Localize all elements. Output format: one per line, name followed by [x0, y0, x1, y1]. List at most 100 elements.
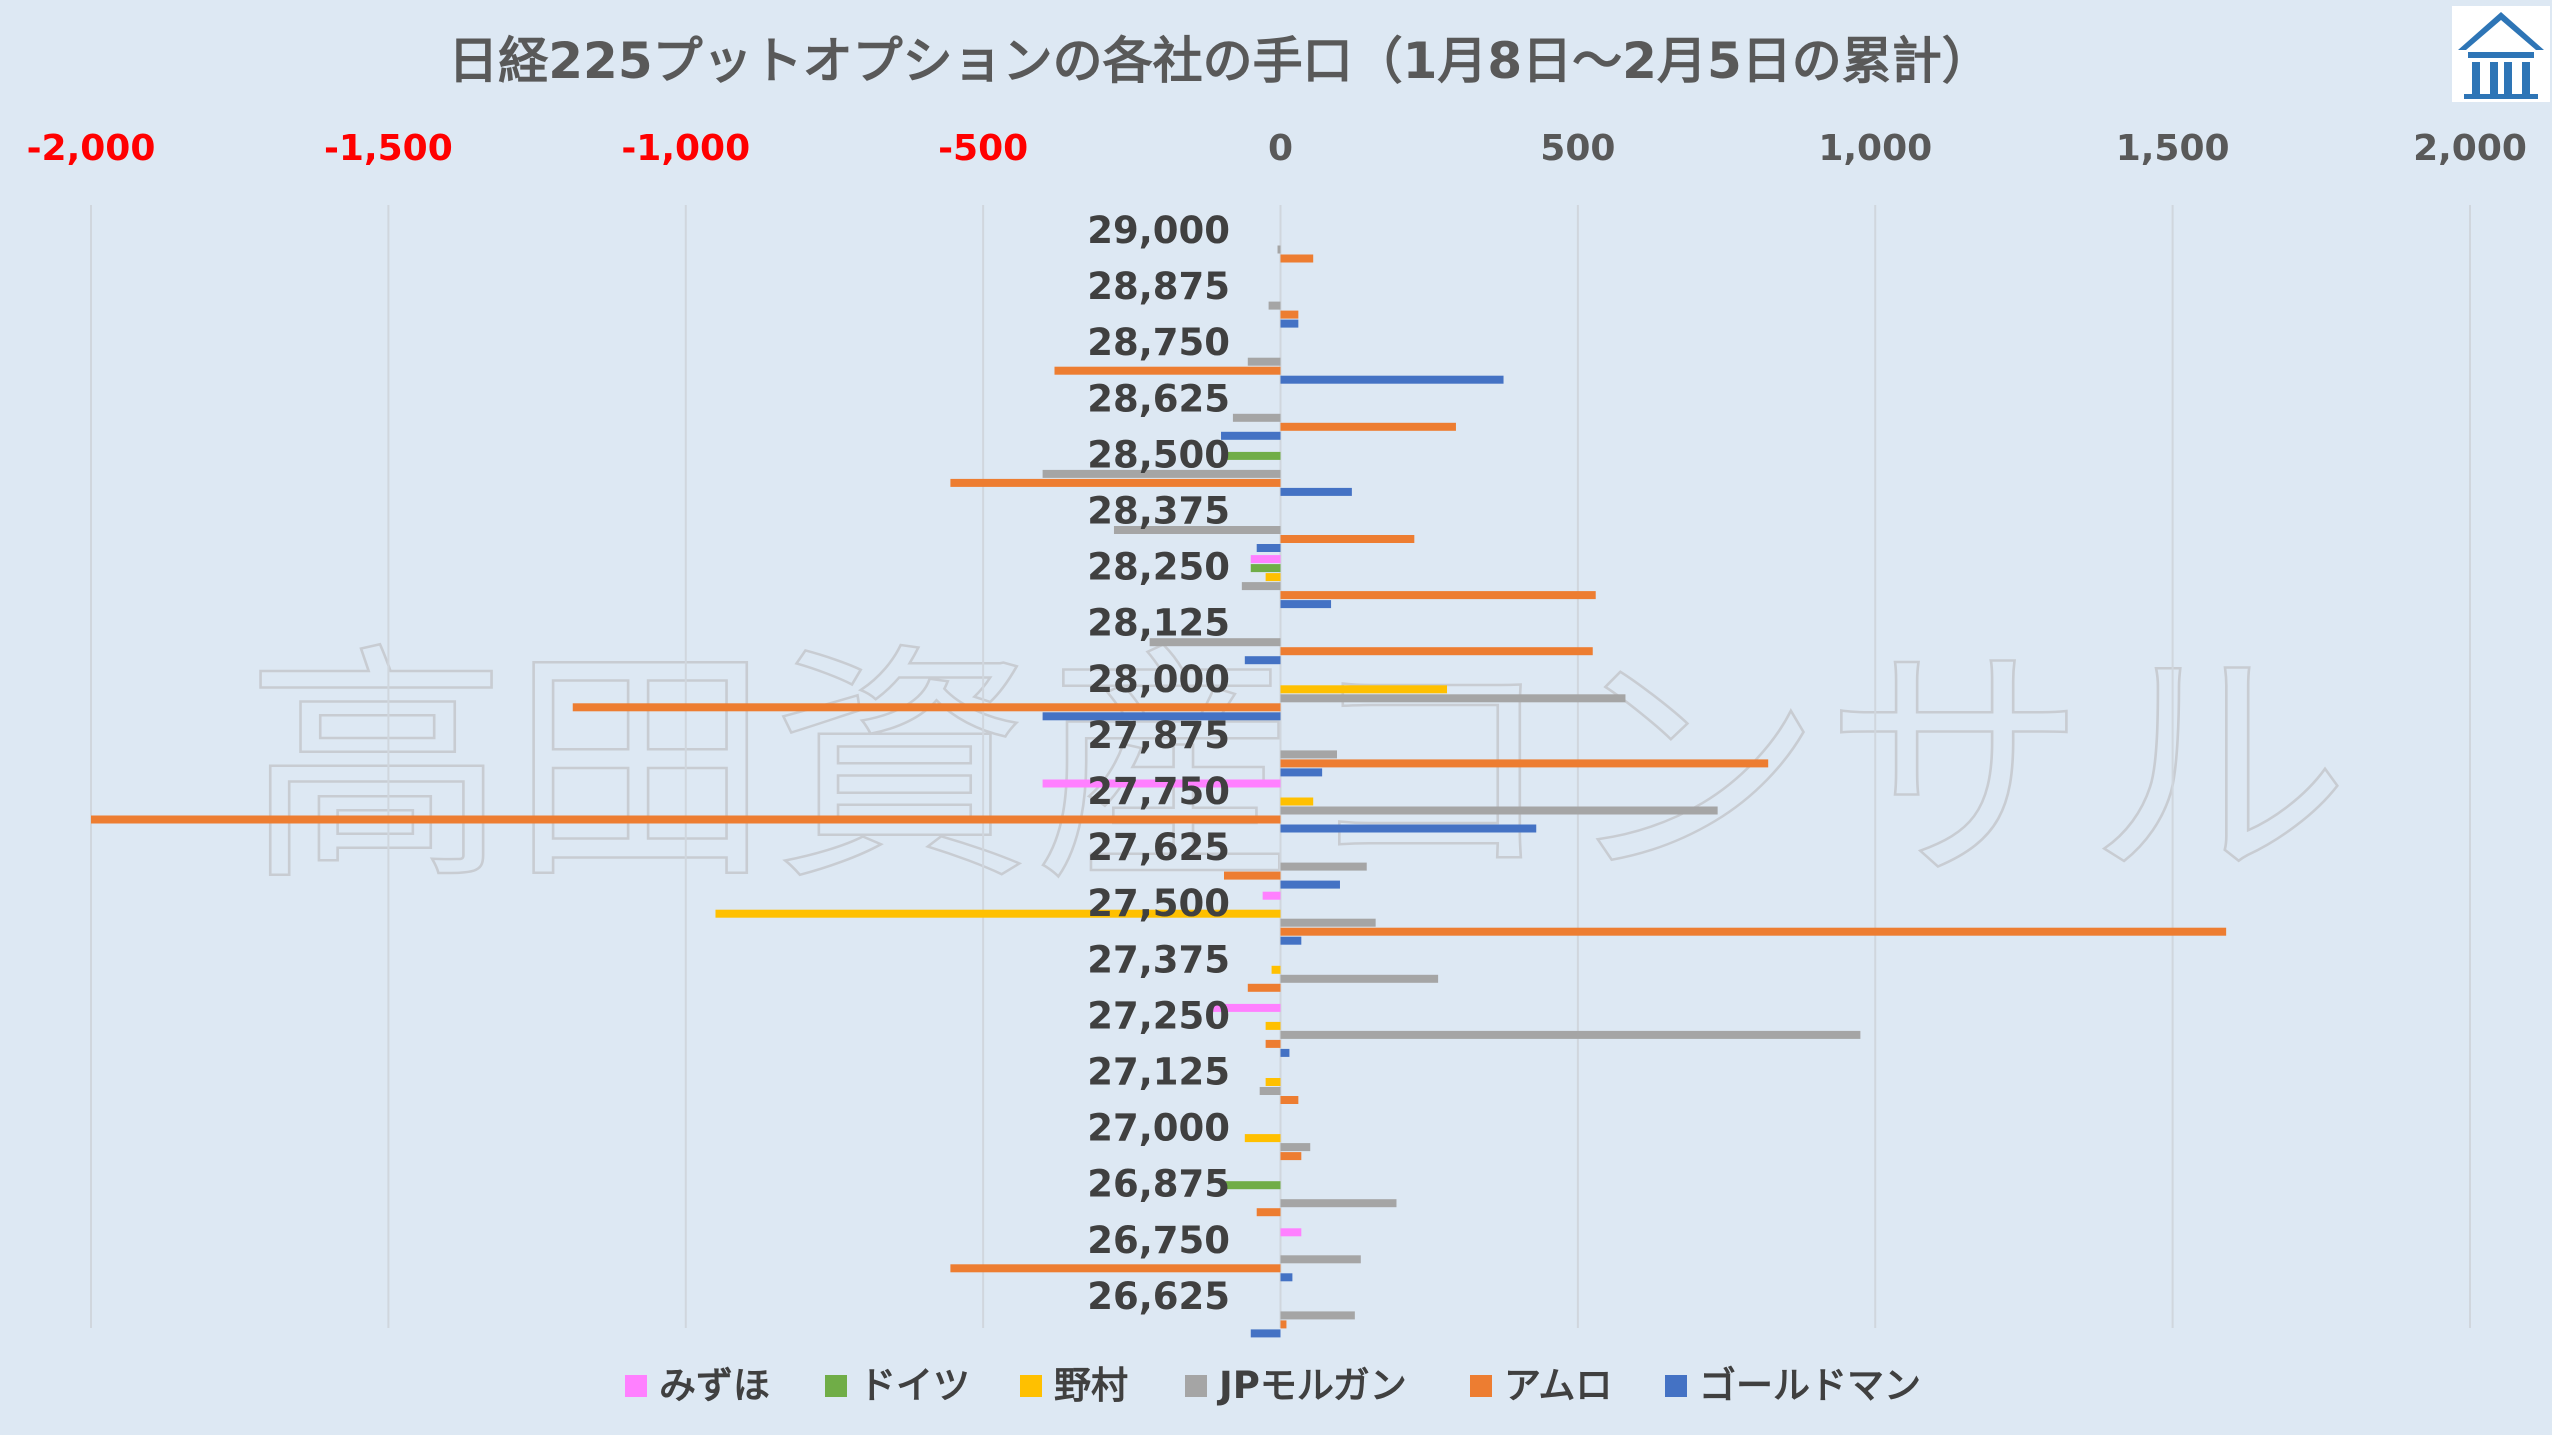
bars: [91, 245, 2227, 1338]
x-tick-label: -1,000: [621, 128, 750, 169]
bar-ゴールドマン-27,875: [1280, 768, 1323, 777]
bar-ゴールドマン-26,750: [1280, 1273, 1293, 1282]
y-tick-label: 28,250: [1087, 546, 1230, 589]
bar-アムロ-27,250: [1265, 1039, 1281, 1048]
bar-みずほ-27,750: [1042, 779, 1281, 788]
bar-JPモルガン-27,750: [1280, 806, 1718, 815]
bar-ドイツ-28,250: [1250, 564, 1281, 573]
bar-みずほ-28,250: [1250, 555, 1281, 564]
y-tick-label: 27,625: [1087, 826, 1230, 869]
bar-ゴールドマン-28,750: [1280, 375, 1504, 384]
y-tick-label: 27,500: [1087, 882, 1230, 925]
bar-アムロ-26,875: [1256, 1208, 1281, 1217]
bar-アムロ-27,500: [1280, 927, 2227, 936]
bar-アムロ-28,000: [572, 703, 1281, 712]
x-tick-label: 500: [1540, 128, 1615, 169]
bar-JPモルガン-28,250: [1241, 582, 1281, 591]
x-tick-label: -500: [938, 128, 1028, 169]
bar-JPモルガン-27,625: [1280, 862, 1367, 871]
y-tick-label: 26,875: [1087, 1163, 1230, 1206]
bar-ゴールドマン-28,000: [1042, 712, 1281, 721]
legend-entry: JPモルガン: [1216, 1364, 1407, 1407]
legend-entry: ゴールドマン: [1699, 1364, 1921, 1407]
legend-entry: 野村: [1054, 1364, 1128, 1407]
bar-ゴールドマン-28,250: [1280, 600, 1332, 609]
bar-野村-27,000: [1244, 1134, 1281, 1143]
bar-ゴールドマン-27,250: [1280, 1048, 1290, 1057]
bar-JPモルガン-27,875: [1280, 750, 1338, 759]
bar-アムロ-27,625: [1223, 871, 1281, 880]
bar-ゴールドマン-27,500: [1280, 936, 1302, 945]
y-tick-label: 28,125: [1087, 602, 1230, 645]
bar-JPモルガン-27,250: [1280, 1030, 1861, 1039]
bar-ドイツ-28,500: [1226, 451, 1281, 460]
x-tick-label: 1,500: [2116, 128, 2230, 169]
bar-アムロ-27,000: [1280, 1152, 1302, 1161]
y-tick-label: 27,250: [1087, 994, 1230, 1037]
bar-JPモルガン-28,125: [1149, 638, 1281, 647]
bar-みずほ-27,500: [1262, 891, 1281, 900]
bar-JPモルガン-28,750: [1247, 357, 1281, 366]
bar-野村-27,250: [1265, 1021, 1281, 1030]
bar-アムロ-26,750: [950, 1264, 1281, 1273]
legend-swatch: [1665, 1375, 1687, 1397]
legend-swatch: [1470, 1375, 1492, 1397]
logo-roof-icon: [2458, 12, 2544, 50]
y-tick-label: 28,375: [1087, 490, 1230, 533]
legend-swatch: [1185, 1375, 1207, 1397]
bar-みずほ-27,250: [1209, 1003, 1281, 1012]
bar-みずほ-26,750: [1280, 1228, 1302, 1237]
legend-swatch: [1020, 1375, 1042, 1397]
legend: みずほ ドイツ 野村 JPモルガン アムロ ゴールドマン: [625, 1364, 1921, 1407]
bar-JPモルガン-27,500: [1280, 918, 1376, 927]
legend-swatch: [825, 1375, 847, 1397]
x-tick-label: 0: [1268, 128, 1293, 169]
bar-ゴールドマン-26,625: [1250, 1329, 1281, 1338]
bar-ドイツ-26,875: [1221, 1181, 1281, 1190]
y-tick-label: 26,625: [1087, 1275, 1230, 1318]
y-tick-label: 26,750: [1087, 1219, 1230, 1262]
bar-JPモルガン-26,625: [1280, 1311, 1355, 1320]
bar-JPモルガン-28,375: [1113, 526, 1281, 534]
bar-JPモルガン-29,000: [1277, 245, 1281, 254]
logo: [2452, 6, 2550, 102]
bar-アムロ-28,500: [950, 478, 1281, 487]
bar-アムロ-29,000: [1280, 254, 1314, 263]
bar-JPモルガン-27,125: [1259, 1087, 1281, 1095]
y-tick-label: 28,625: [1087, 377, 1230, 420]
bar-JPモルガン-26,875: [1280, 1199, 1397, 1208]
legend-entry: みずほ: [659, 1364, 770, 1407]
bar-JPモルガン-28,875: [1268, 301, 1281, 310]
bar-野村-28,250: [1265, 573, 1281, 582]
bar-ゴールドマン-28,125: [1244, 656, 1281, 665]
y-tick-label: 27,125: [1087, 1051, 1230, 1094]
bar-ゴールドマン-27,750: [1280, 824, 1537, 833]
y-tick-label: 27,750: [1087, 770, 1230, 813]
bar-アムロ-27,125: [1280, 1096, 1299, 1104]
bar-野村-27,125: [1265, 1078, 1281, 1086]
bar-ゴールドマン-28,875: [1280, 319, 1299, 328]
bar-アムロ-28,625: [1280, 422, 1456, 431]
y-tick-label: 28,500: [1087, 433, 1230, 476]
bar-JPモルガン-28,625: [1232, 413, 1281, 422]
bar-野村-28,000: [1280, 685, 1448, 694]
bar-ゴールドマン-28,500: [1280, 487, 1352, 496]
bar-アムロ-27,375: [1247, 983, 1281, 992]
y-tick-label: 28,875: [1087, 265, 1230, 308]
bar-ゴールドマン-28,625: [1221, 431, 1281, 440]
bar-アムロ-28,750: [1054, 366, 1281, 375]
bar-野村-27,750: [1280, 797, 1314, 806]
legend-entry: アムロ: [1504, 1364, 1612, 1407]
y-tick-label: 27,000: [1087, 1107, 1230, 1150]
bar-アムロ-28,125: [1280, 647, 1593, 656]
bar-JPモルガン-27,375: [1280, 974, 1439, 983]
x-tick-label: -2,000: [27, 128, 156, 169]
bar-野村-27,500: [715, 909, 1281, 918]
bar-ゴールドマン-28,375: [1256, 544, 1281, 552]
y-tick-label: 27,875: [1087, 714, 1230, 757]
y-tick-label: 28,750: [1087, 321, 1230, 364]
y-tick-label: 28,000: [1087, 658, 1230, 701]
x-tick-label: 1,000: [1818, 128, 1932, 169]
bar-JPモルガン-27,000: [1280, 1143, 1311, 1152]
